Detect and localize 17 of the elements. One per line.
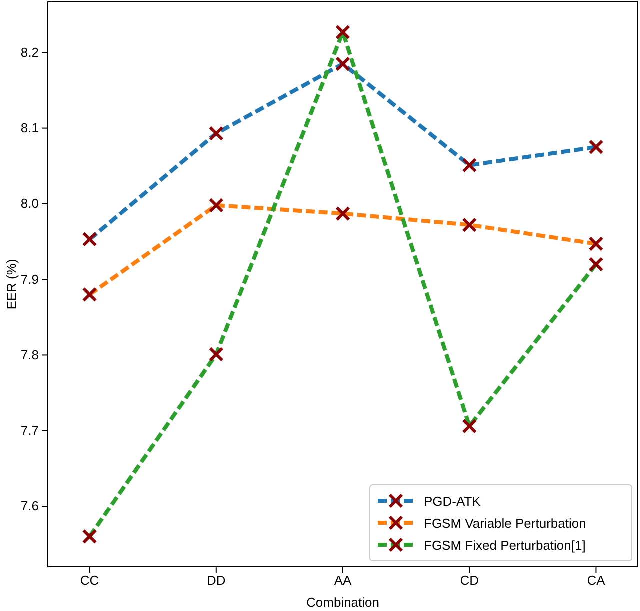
x-tick-label: CC (80, 573, 100, 588)
y-tick-label: 7.6 (20, 498, 39, 514)
y-tick-label: 8.0 (20, 196, 39, 212)
y-tick-label: 8.1 (20, 120, 39, 136)
x-tick-label: CA (587, 573, 606, 588)
y-axis-title: EER (%) (4, 259, 19, 310)
y-tick-label: 8.2 (20, 44, 39, 60)
y-tick-label: 7.9 (20, 272, 39, 287)
legend-label: FGSM Fixed Perturbation[1] (424, 538, 586, 553)
y-tick-label: 7.7 (20, 423, 39, 438)
x-axis-title: Combination (306, 595, 380, 610)
x-tick-label: AA (334, 573, 352, 588)
y-tick-label: 7.8 (20, 347, 39, 362)
legend-label: FGSM Variable Perturbation (424, 516, 586, 531)
x-tick-label: DD (207, 573, 226, 588)
legend-label: PGD-ATK (424, 494, 482, 509)
x-tick-label: CD (460, 573, 479, 588)
